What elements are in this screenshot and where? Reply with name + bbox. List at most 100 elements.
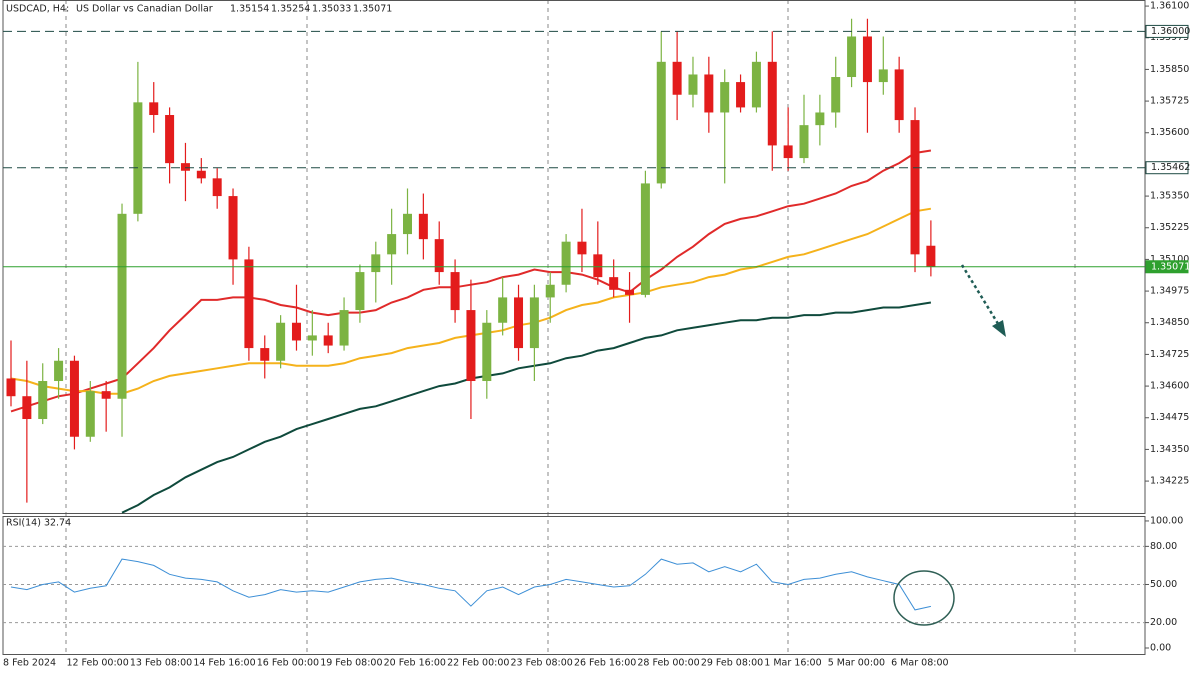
candle-body — [291, 322, 301, 341]
candle-body — [69, 360, 79, 437]
x-tick-label: 16 Feb 00:00 — [257, 658, 319, 669]
candle-body — [815, 112, 825, 126]
candle-body — [862, 36, 872, 83]
arrow-head — [992, 320, 1006, 337]
candle-body — [387, 234, 397, 255]
y-tick-label: 80.00 — [1150, 541, 1177, 552]
price-level-tag — [1145, 24, 1189, 38]
y-tick-label: 1.34975 — [1150, 286, 1189, 297]
main-frame — [2, 0, 1146, 514]
x-tick-label: 6 Mar 08:00 — [891, 658, 948, 669]
forecast-arrow — [960, 264, 1006, 337]
candle-body — [767, 61, 777, 146]
candle-body — [720, 82, 730, 113]
price-level-label: 1.35462 — [1151, 162, 1190, 173]
candle-body — [609, 277, 619, 290]
candle-body — [831, 77, 841, 113]
x-tick-label: 1 Mar 16:00 — [764, 658, 821, 669]
candle-body — [640, 183, 650, 295]
y-tick-label: 1.36100 — [1150, 1, 1189, 12]
y-tick-label: 1.34475 — [1150, 412, 1189, 423]
plot-layer: 1.361001.359751.358501.357251.356001.353… — [3, 1, 1190, 669]
candle-body — [54, 360, 64, 382]
y-tick-label: 1.35600 — [1150, 127, 1189, 138]
y-tick-label: 1.35100 — [1150, 254, 1189, 265]
chart-title: US Dollar vs Canadian Dollar — [76, 4, 213, 15]
candle-body — [276, 322, 286, 361]
x-tick-label: 14 Feb 16:00 — [193, 658, 255, 669]
candle-body — [736, 82, 746, 108]
candle-body — [688, 74, 698, 95]
candle-body — [418, 213, 428, 240]
candle-body — [799, 125, 809, 159]
candle-body — [514, 297, 524, 349]
candle-body — [228, 196, 238, 260]
y-tick-label: 100.00 — [1150, 515, 1183, 526]
candle-body — [625, 289, 635, 295]
candle-body — [704, 74, 714, 113]
candle-body — [434, 239, 444, 273]
y-tick-label: 1.35725 — [1150, 96, 1189, 107]
y-tick-label: 1.34850 — [1150, 317, 1189, 328]
candle-body — [672, 61, 682, 95]
time-grid — [65, 0, 1076, 655]
x-tick-label: 8 Feb 2024 — [3, 658, 56, 669]
candle-body — [847, 36, 857, 78]
x-tick-label: 12 Feb 00:00 — [66, 658, 128, 669]
rsi-title: RSI(14) 32.74 — [6, 518, 71, 529]
candle-body — [196, 170, 206, 179]
candle-body — [561, 241, 571, 285]
candle-body — [355, 272, 365, 311]
y-tick-label: 1.34225 — [1150, 476, 1189, 487]
y-tick-label: 0.00 — [1150, 643, 1171, 654]
candle-body — [450, 272, 460, 311]
candle-body — [212, 178, 222, 197]
rsi-line — [10, 558, 932, 611]
y-tick-label: 1.34725 — [1150, 349, 1189, 360]
moving-average — [121, 301, 932, 514]
close-value: 1.35071 — [353, 4, 392, 15]
candle-body — [339, 310, 349, 346]
candle-body — [149, 102, 159, 116]
price-level-label: 1.35071 — [1151, 261, 1190, 272]
price-level-label: 1.36000 — [1151, 26, 1190, 37]
candle-body — [498, 297, 508, 323]
candle-body — [466, 310, 476, 382]
candle-body — [910, 120, 920, 255]
candle-body — [577, 241, 587, 255]
candle-body — [371, 254, 381, 273]
low-value: 1.35033 — [312, 4, 351, 15]
x-tick-label: 22 Feb 00:00 — [447, 658, 509, 669]
highlight-circle — [893, 570, 955, 626]
candle-body — [323, 335, 333, 346]
candle-body — [545, 284, 555, 298]
candle-body — [656, 61, 666, 184]
price-level-tag — [1145, 260, 1189, 274]
y-tick-label: 1.35850 — [1150, 64, 1189, 75]
y-tick-label: 50.00 — [1150, 579, 1177, 590]
candle-body — [751, 61, 761, 108]
y-tick-label: 1.34600 — [1150, 381, 1189, 392]
candle-body — [593, 254, 603, 278]
candle-body — [783, 145, 793, 159]
y-tick-label: 20.00 — [1150, 617, 1177, 628]
x-tick-label: 13 Feb 08:00 — [130, 658, 192, 669]
open-value: 1.35154 — [230, 4, 269, 15]
candle-body — [117, 213, 127, 399]
x-tick-label: 5 Mar 00:00 — [828, 658, 885, 669]
candle-body — [482, 322, 492, 382]
candle-body — [529, 297, 539, 349]
y-tick-label: 1.35350 — [1150, 191, 1189, 202]
candle-body — [165, 115, 175, 164]
symbol: USDCAD, H4: — [6, 4, 69, 15]
candle-body — [6, 378, 16, 397]
x-tick-label: 20 Feb 16:00 — [384, 658, 446, 669]
candle-body — [180, 163, 190, 171]
candle-body — [38, 381, 48, 420]
x-tick-label: 26 Feb 16:00 — [574, 658, 636, 669]
candle-body — [894, 69, 904, 121]
price-level-tag — [1145, 161, 1189, 175]
y-tick-label: 1.35225 — [1150, 222, 1189, 233]
